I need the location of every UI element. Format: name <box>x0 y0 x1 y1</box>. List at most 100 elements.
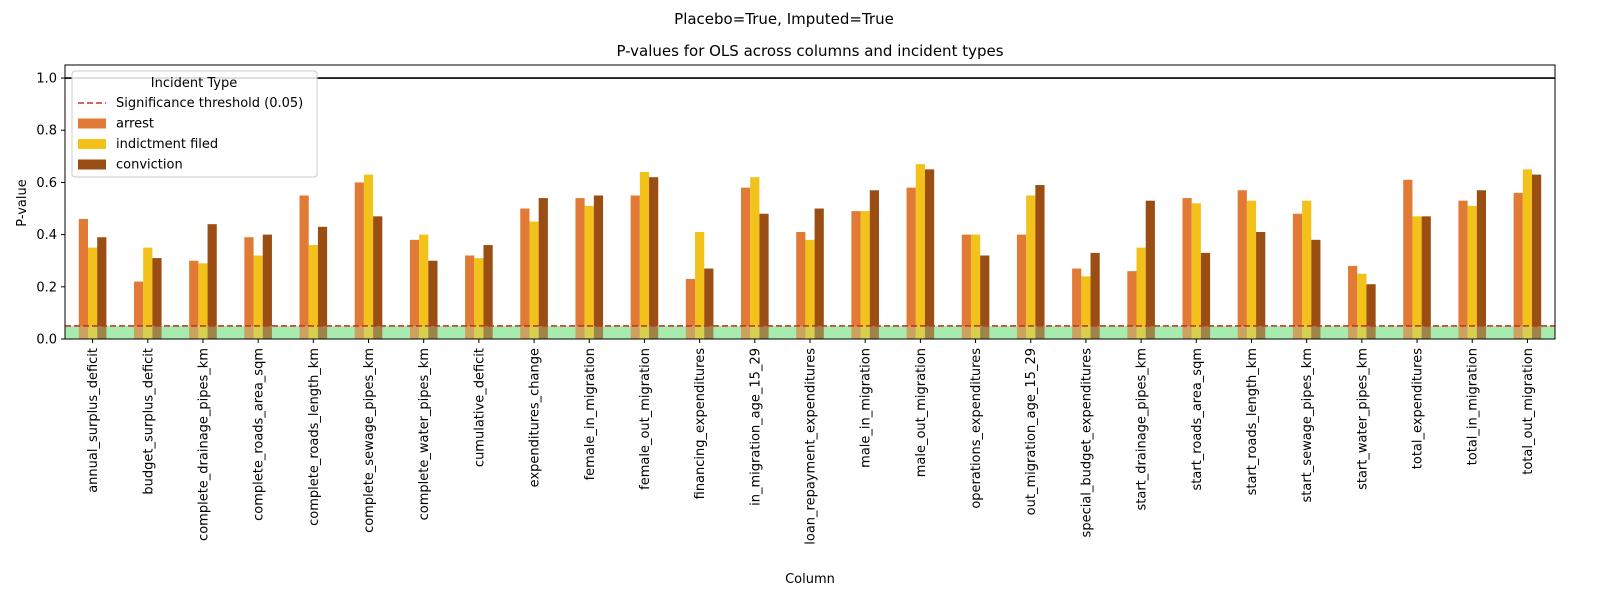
bar <box>796 232 806 339</box>
bar <box>1035 185 1045 339</box>
y-tick-label: 0.4 <box>36 228 57 243</box>
bar <box>152 258 162 339</box>
bar <box>649 177 659 339</box>
bar <box>1136 247 1146 339</box>
bar <box>1026 195 1036 339</box>
x-tick-label: start_roads_length_km <box>1245 348 1260 495</box>
bar <box>538 198 548 339</box>
x-tick-label: out_migration_age_15_29 <box>1024 348 1039 515</box>
x-tick-label: complete_roads_length_km <box>307 348 322 526</box>
x-tick-label: total_expenditures <box>1411 348 1426 469</box>
bar <box>253 255 263 339</box>
x-axis-label: Column <box>785 572 835 587</box>
x-tick-label: start_drainage_pipes_km <box>1135 348 1150 511</box>
bar <box>529 221 539 339</box>
bar <box>1127 271 1137 339</box>
x-tick-label: complete_sewage_pipes_km <box>362 348 377 533</box>
bar <box>1513 192 1523 339</box>
x-tick-label: start_water_pipes_km <box>1355 348 1370 490</box>
bar <box>1016 234 1027 339</box>
legend-box <box>71 70 318 178</box>
bar <box>1412 216 1422 339</box>
bar <box>465 255 475 339</box>
bar <box>78 218 88 339</box>
legend: Incident Type Significance threshold (0.0… <box>71 70 318 178</box>
bar <box>584 205 594 339</box>
bar <box>143 247 153 339</box>
significance-band-overlay <box>65 325 1555 339</box>
suptitle: Placebo=True, Imputed=True <box>674 10 894 28</box>
legend-label: conviction <box>116 158 183 173</box>
bar <box>575 198 585 339</box>
bar <box>244 237 254 339</box>
legend-title: Incident Type <box>151 76 237 91</box>
bar <box>520 208 530 339</box>
bar <box>428 260 438 339</box>
x-tick-label: budget_surplus_deficit <box>141 348 156 495</box>
bar <box>1145 200 1155 339</box>
y-tick-label: 0.2 <box>36 280 57 295</box>
bar <box>704 268 714 339</box>
plot-area: 0.0 0.2 0.4 0.6 0.8 1.0 annual_surplus_deficit… <box>36 64 1556 545</box>
bar <box>961 234 971 339</box>
bar <box>750 177 760 339</box>
bar <box>1256 232 1266 339</box>
bar <box>363 174 374 339</box>
y-axis-label: P-value <box>15 179 30 226</box>
bar <box>1200 252 1211 339</box>
x-tick-label: complete_water_pipes_km <box>417 348 432 520</box>
bar <box>980 255 990 339</box>
x-tick-label: cumulative_deficit <box>472 348 487 467</box>
bar <box>317 226 328 339</box>
x-tick-label: male_out_migration <box>914 348 929 477</box>
bar <box>1532 174 1542 339</box>
x-tick-label: female_in_migration <box>583 348 598 480</box>
bar <box>593 195 604 339</box>
bar <box>685 278 696 339</box>
bar <box>630 195 640 339</box>
x-tick-label: start_sewage_pipes_km <box>1300 348 1315 502</box>
bar <box>87 247 98 339</box>
bar <box>741 187 751 339</box>
bar <box>1311 239 1321 339</box>
bar <box>1072 268 1082 339</box>
bar <box>695 232 705 339</box>
bar <box>1421 216 1431 339</box>
bar <box>1458 200 1468 339</box>
legend-label: arrest <box>116 117 154 132</box>
bar <box>1522 169 1533 339</box>
x-tick-label: financing_expenditures <box>693 348 708 500</box>
bar <box>198 263 208 339</box>
bar <box>1467 205 1477 339</box>
bar <box>970 234 981 339</box>
bar <box>207 224 217 339</box>
x-tick-label: start_roads_area_sqm <box>1190 348 1205 490</box>
y-tick-label: 1.0 <box>36 72 57 87</box>
x-tick-label: complete_roads_area_sqm <box>252 348 267 521</box>
legend-label: indictment filed <box>116 137 218 152</box>
bar <box>308 245 318 339</box>
bar <box>805 239 815 339</box>
legend-swatch <box>78 118 106 129</box>
x-tick-label: loan_repayment_expenditures <box>804 348 819 545</box>
bar <box>189 260 199 339</box>
bar <box>639 171 650 339</box>
bar <box>262 234 272 339</box>
y-tick-label: 0.0 <box>36 333 57 348</box>
bar <box>924 169 935 339</box>
x-tick-label: operations_expenditures <box>969 348 984 509</box>
bar <box>409 239 420 339</box>
bar <box>851 211 861 339</box>
bar <box>1302 200 1312 339</box>
x-tick-label: in_migration_age_15_29 <box>748 348 763 506</box>
x-tick-label: total_out_migration <box>1521 348 1536 475</box>
y-tick-label: 0.6 <box>36 176 57 191</box>
bar <box>759 213 769 339</box>
bar <box>915 164 925 339</box>
bar <box>814 208 824 339</box>
bar <box>1237 190 1247 339</box>
legend-swatch <box>78 139 106 149</box>
bar <box>133 281 144 339</box>
bar <box>1476 190 1487 339</box>
